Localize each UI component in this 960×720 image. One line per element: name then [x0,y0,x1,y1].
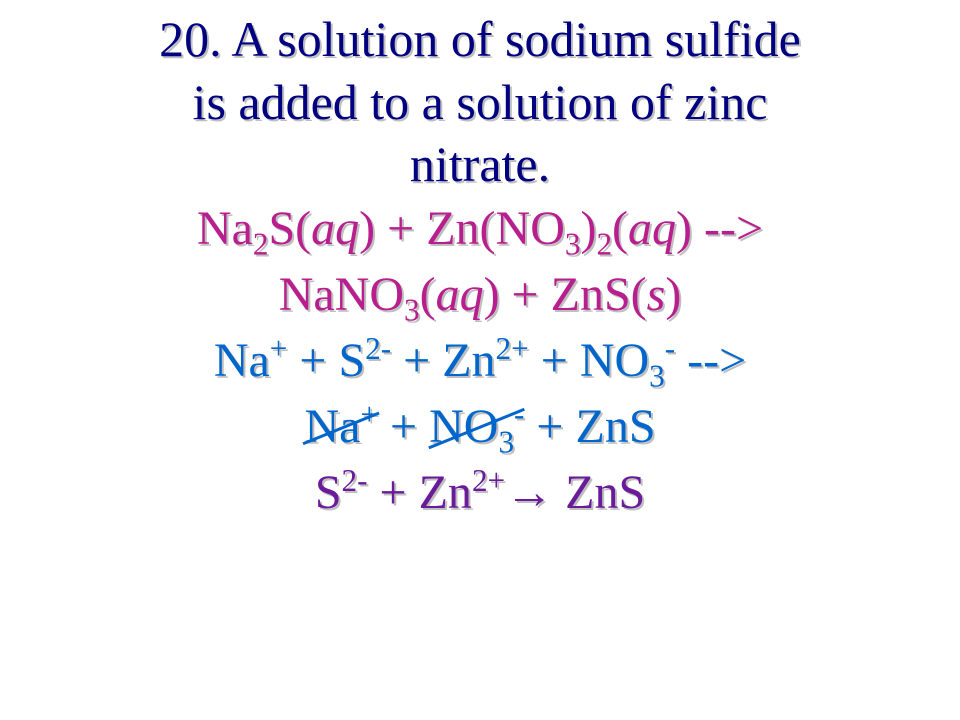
product-nano3: NaNO3(aq) [279,268,500,321]
spectator-no3: NO3- [429,394,524,460]
ion-na: Na+ [214,334,288,387]
plus-sign: + [524,400,575,453]
ion-zn: Zn2+ [442,334,529,387]
ion-zn: Zn2+ [419,466,506,519]
product-zns: ZnS(s) [551,268,682,321]
reaction-arrow: --> [675,334,746,387]
reaction-arrow-icon: → [505,466,553,519]
molecular-equation-line-1: Na2S(aq) + Zn(NO3)2(aq) --> [0,196,960,262]
heading-line-1: 20. A solution of sodium sulfide [0,8,960,71]
plus-sign: + [378,400,429,453]
heading-line-2: is added to a solution of zinc [0,71,960,134]
ion-no3: NO3- [580,334,675,387]
plus-sign: + [500,268,551,321]
heading-line-3: nitrate. [0,133,960,196]
ion-s: S2- [338,334,391,387]
reactant-na2s: Na2S(aq) [197,202,375,255]
spectator-na: Na+ [304,394,378,460]
ionic-equation-line-2: Na+ + NO3- + ZnS [0,394,960,460]
molecular-equation-line-2: NaNO3(aq) + ZnS(s) [0,262,960,328]
product-zns: ZnS [553,466,645,519]
reaction-arrow: --> [692,202,763,255]
plus-sign: + [368,466,419,519]
ion-s: S2- [315,466,368,519]
plus-sign: + [375,202,426,255]
slide-container: 20. A solution of sodium sulfide is adde… [0,0,960,720]
reactant-znno32: Zn(NO3)2(aq) [426,202,692,255]
net-ionic-equation: S2- + Zn2+→ ZnS [0,460,960,526]
product-zns: ZnS [576,400,656,453]
plus-sign: + [287,334,338,387]
plus-sign: + [529,334,580,387]
plus-sign: + [391,334,442,387]
ionic-equation-line-1: Na+ + S2- + Zn2+ + NO3- --> [0,328,960,394]
